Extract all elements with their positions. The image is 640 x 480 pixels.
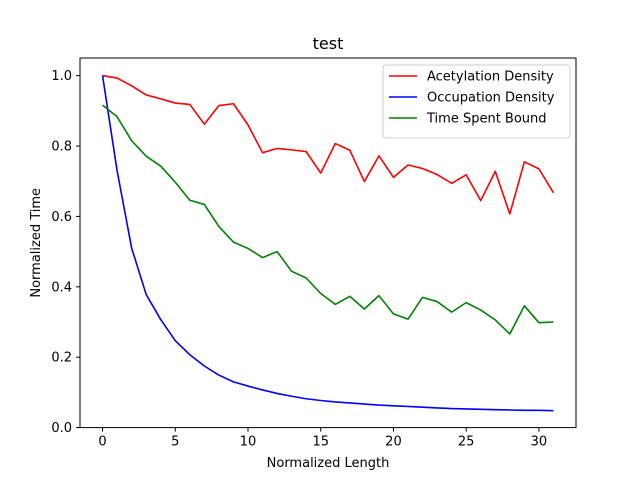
x-tick-label: 25 [458,435,475,450]
x-tick-label: 0 [98,435,106,450]
series-line-acetylation-density [102,74,555,215]
y-axis-label: Normalized Time [29,188,44,298]
x-axis-label: Normalized Length [267,456,390,471]
legend-label-time-spent-bound: Time Spent Bound [426,112,547,127]
legend: Acetylation Density Occupation Density Tim… [382,64,571,139]
legend-label-occupation-density: Occupation Density [427,91,555,106]
x-tick-label: 30 [531,435,548,450]
y-tick-label: 0.4 [51,280,72,295]
series-line-time-spent-bound [102,104,554,335]
y-tick-label: 1.0 [51,69,72,84]
legend-label-acetylation-density: Acetylation Density [427,70,554,85]
chart-title: test [313,34,344,53]
y-tick-label: 0.8 [51,140,72,155]
x-tick-label: 20 [385,435,402,450]
plot-frame [79,57,577,429]
x-tick-label: 5 [171,435,179,450]
series-line-occupation-density [101,75,554,412]
x-tick-label: 15 [312,435,329,450]
legend-box [382,64,571,139]
y-tick-label: 0.0 [51,421,72,436]
y-tick-label: 0.6 [51,210,72,225]
y-tick-label: 0.2 [51,351,72,366]
x-tick-label: 10 [240,435,257,450]
